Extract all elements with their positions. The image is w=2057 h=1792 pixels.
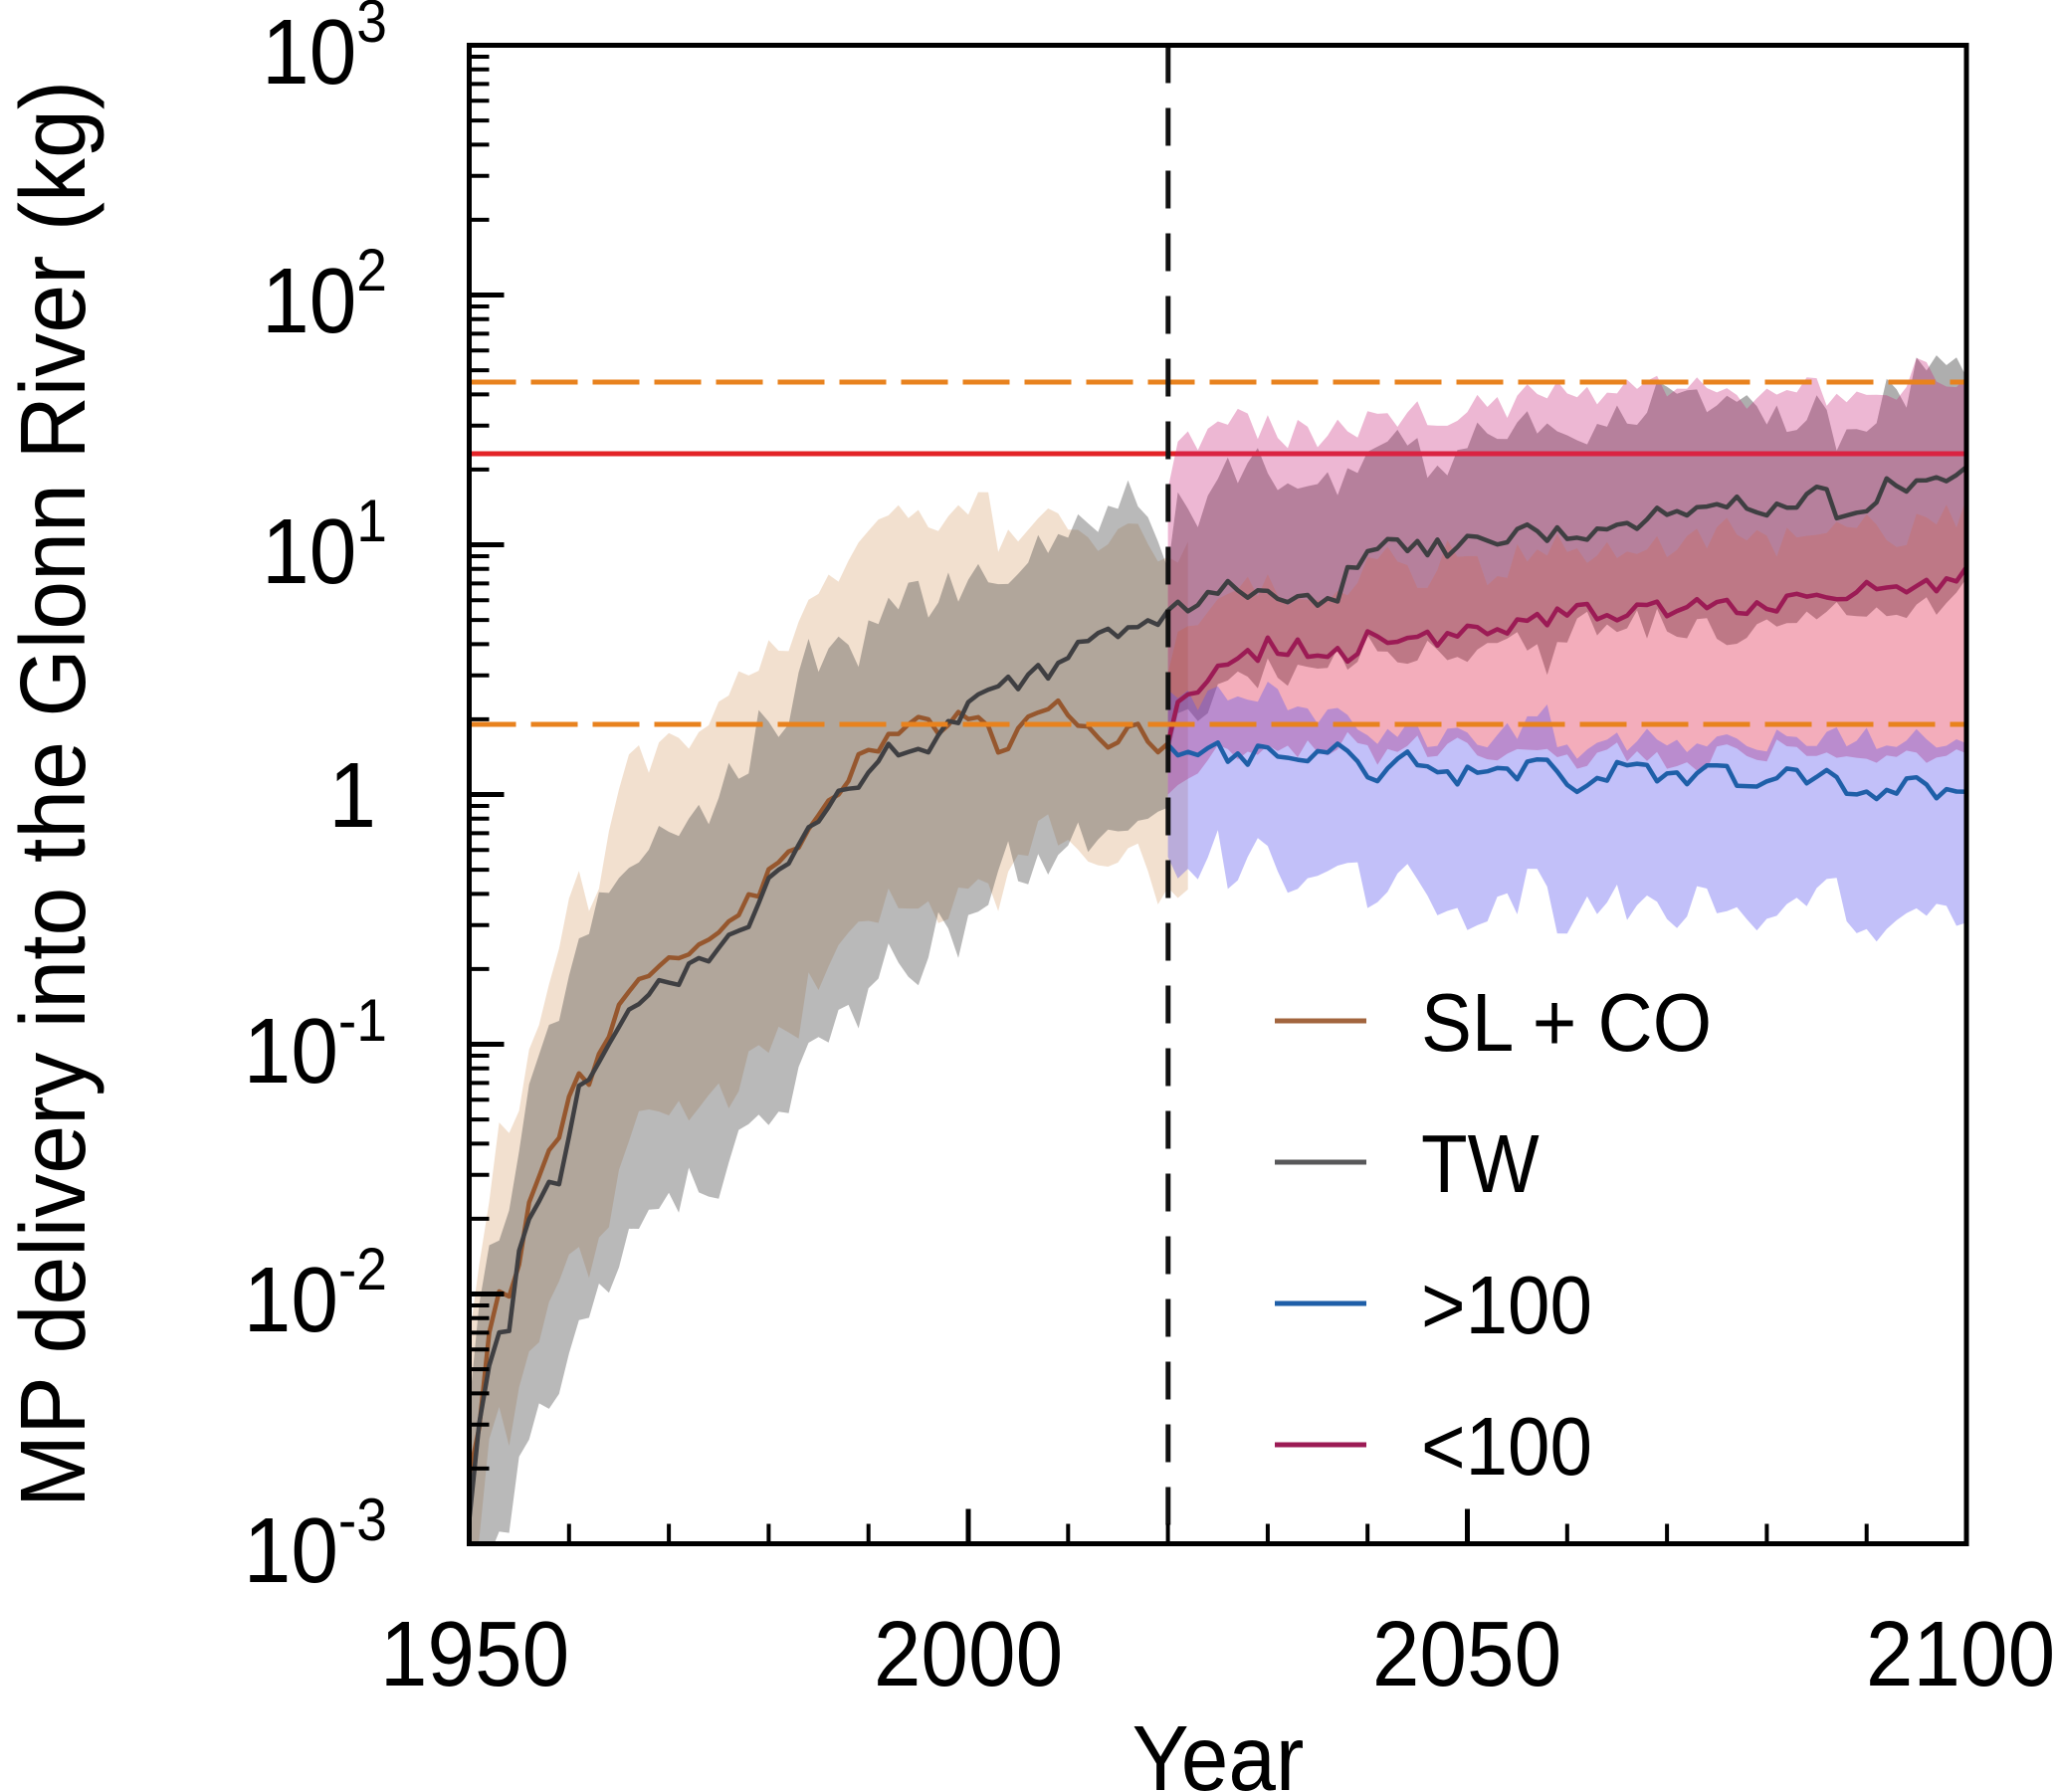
svg-text:1: 1 [328, 743, 376, 847]
svg-text:TW: TW [1421, 1117, 1540, 1210]
svg-text:2100: 2100 [1866, 1602, 2055, 1705]
svg-text:1950: 1950 [380, 1602, 569, 1705]
svg-text:2000: 2000 [874, 1602, 1063, 1705]
svg-text:102: 102 [262, 238, 387, 352]
svg-text:Year: Year [1132, 1706, 1305, 1792]
svg-text:<100: <100 [1421, 1400, 1592, 1493]
svg-text:2050: 2050 [1372, 1602, 1561, 1705]
svg-text:>100: >100 [1421, 1259, 1592, 1351]
svg-text:10-3: 10-3 [244, 1488, 387, 1602]
svg-text:MP delivery into the Glonn Riv: MP delivery into the Glonn River (kg) [2, 81, 105, 1507]
svg-text:101: 101 [262, 489, 387, 603]
svg-text:SL + CO: SL + CO [1421, 976, 1712, 1069]
